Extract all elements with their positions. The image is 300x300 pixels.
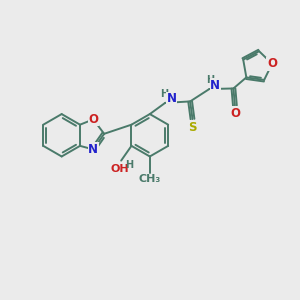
Text: H: H: [206, 75, 214, 85]
Text: H: H: [125, 160, 134, 170]
Text: N: N: [167, 92, 177, 105]
Text: O: O: [230, 107, 240, 120]
Text: S: S: [188, 121, 197, 134]
Text: CH₃: CH₃: [139, 174, 161, 184]
Text: H: H: [160, 89, 169, 99]
Text: O: O: [267, 57, 277, 70]
Text: N: N: [88, 143, 98, 156]
Text: OH: OH: [110, 164, 129, 174]
Text: O: O: [88, 113, 98, 126]
Text: N: N: [210, 79, 220, 92]
